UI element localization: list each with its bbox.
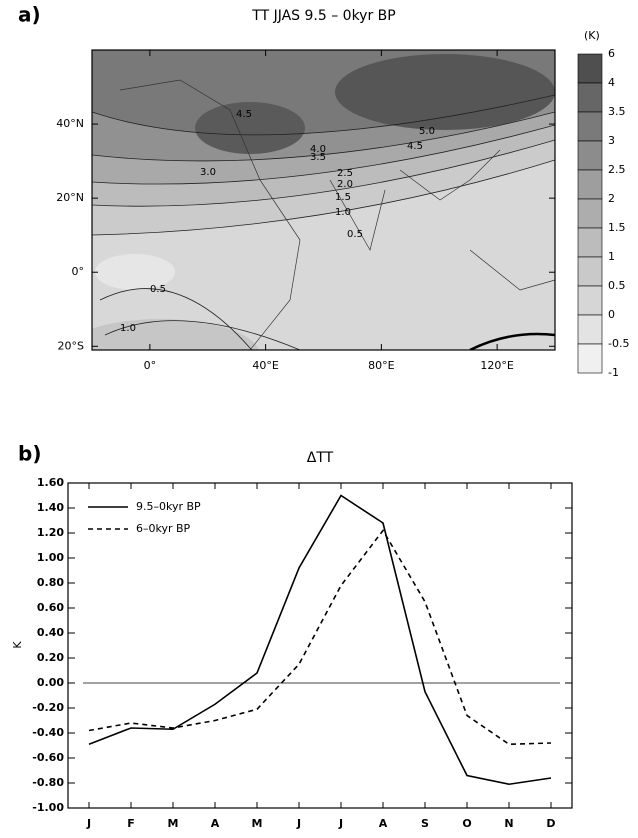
x-tick-label: O	[462, 817, 471, 830]
contour-label: 1.0	[120, 323, 136, 334]
y-tick-label: 1.00	[37, 551, 64, 564]
x-tick-label: A	[379, 817, 388, 830]
colorbar-box	[577, 285, 603, 316]
contour-label: 2.0	[337, 179, 353, 190]
map-shading	[92, 50, 555, 350]
y-tick-label: 0°	[72, 265, 85, 278]
x-tick-label: J	[86, 817, 91, 830]
x-tick-label: S	[421, 817, 429, 830]
y-tick-label: -0.20	[32, 701, 64, 714]
y-tick-label: 20°S	[58, 339, 84, 352]
colorbar-box	[577, 198, 603, 229]
legend-label: 9.5–0kyr BP	[136, 500, 201, 513]
y-tick-label: 0.00	[37, 676, 64, 689]
chart-title: ΔTT	[307, 450, 334, 466]
y-axis-label: K	[11, 641, 24, 649]
x-tick-label: D	[546, 817, 555, 830]
chart-title: TT JJAS 9.5 – 0kyr BP	[251, 8, 395, 24]
panel-label: b)	[18, 442, 41, 466]
colorbar-label: 4	[608, 76, 615, 89]
colorbar-box	[577, 111, 603, 142]
contour-label: 1.0	[335, 207, 351, 218]
contour-label: 0.5	[150, 284, 166, 295]
colorbar-label: 1	[608, 250, 615, 263]
colorbar-label: 2	[608, 192, 615, 205]
y-tick-label: -0.40	[32, 726, 64, 739]
contour-label: 4.0	[310, 144, 326, 155]
colorbar-label: 3.5	[608, 105, 626, 118]
contour-label: 4.5	[407, 141, 423, 152]
y-tick-label: -0.80	[32, 776, 64, 789]
y-tick-label: -0.60	[32, 751, 64, 764]
panel-label: a)	[18, 3, 41, 27]
x-tick-label: M	[252, 817, 263, 830]
y-tick-label: 40°N	[56, 117, 84, 130]
map-frame	[91, 49, 556, 351]
x-tick-label: M	[168, 817, 179, 830]
series-line	[88, 494, 552, 786]
y-tick-label: -1.00	[32, 801, 64, 814]
legend-label: 6–0kyr BP	[136, 522, 191, 535]
contour-label: 5.0	[419, 126, 435, 137]
colorbar-label: 6	[608, 47, 615, 60]
contour-label: 4.5	[236, 109, 252, 120]
colorbar-label: 3	[608, 134, 615, 147]
colorbar-box	[577, 314, 603, 345]
y-tick-label: 1.20	[37, 526, 64, 539]
colorbar-box	[577, 256, 603, 287]
contour-label: 3.5	[310, 152, 326, 163]
colorbar-label: -0.5	[608, 337, 629, 350]
plot-frame	[67, 482, 573, 809]
colorbar-label: 2.5	[608, 163, 626, 176]
colorbar-box	[577, 227, 603, 258]
contour-label: 2.5	[337, 168, 353, 179]
y-tick-label: 0.80	[37, 576, 64, 589]
colorbar-label: -1	[608, 366, 619, 379]
x-tick-label: 120°E	[480, 359, 513, 372]
y-tick-label: 0.40	[37, 626, 64, 639]
x-tick-label: N	[504, 817, 513, 830]
colorbar-unit: (K)	[584, 29, 600, 42]
x-tick-label: J	[296, 817, 301, 830]
x-tick-label: A	[211, 817, 220, 830]
x-tick-label: J	[338, 817, 343, 830]
contour-label: 0.5	[347, 229, 363, 240]
x-tick-label: 40°E	[252, 359, 278, 372]
x-tick-label: 80°E	[368, 359, 394, 372]
x-tick-label: F	[127, 817, 135, 830]
colorbar-box	[577, 82, 603, 113]
colorbar-box	[577, 53, 603, 84]
y-tick-label: 0.20	[37, 651, 64, 664]
x-tick-label: 0°	[144, 359, 157, 372]
colorbar-box	[577, 343, 603, 374]
contour-label: 1.5	[335, 192, 351, 203]
colorbar-box	[577, 169, 603, 200]
contour-label: 3.0	[200, 167, 216, 178]
y-tick-label: 1.60	[37, 476, 64, 489]
colorbar-label: 0	[608, 308, 615, 321]
colorbar-box	[577, 140, 603, 171]
series-line	[88, 529, 552, 746]
y-tick-label: 20°N	[56, 191, 84, 204]
y-tick-label: 1.40	[37, 501, 64, 514]
colorbar-label: 1.5	[608, 221, 626, 234]
colorbar-label: 0.5	[608, 279, 626, 292]
y-tick-label: 0.60	[37, 601, 64, 614]
